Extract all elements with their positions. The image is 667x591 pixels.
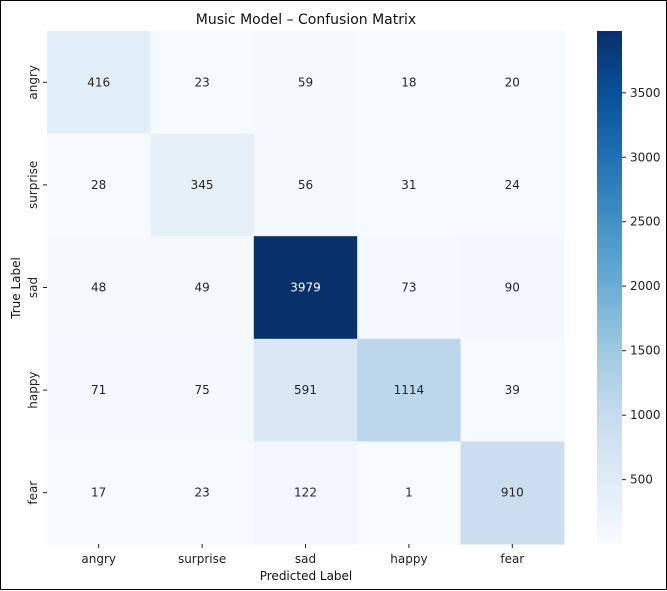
x-tick-label: fear	[500, 552, 524, 566]
colorbar-ticks: 500 1000 1500 2000 2500 3000 3500	[622, 86, 661, 487]
cell-value-label: 39	[505, 383, 520, 397]
cell-value-label: 345	[191, 178, 214, 192]
cell-value-label: 122	[294, 486, 317, 500]
y-tick-label: angry	[26, 65, 40, 100]
cell-value-label: 591	[294, 383, 317, 397]
heatmap-cell	[47, 133, 151, 237]
heatmap-cell	[47, 338, 151, 442]
heatmap-cell	[357, 31, 462, 135]
heatmap-cell	[460, 133, 565, 237]
heatmap-cell	[150, 236, 255, 340]
cell-value-label: 18	[401, 75, 416, 89]
cell-value-label: 1114	[394, 383, 425, 397]
heatmap-cell	[253, 133, 358, 237]
cell-value-label: 24	[505, 178, 520, 192]
heatmap-cell	[357, 133, 462, 237]
heatmap-cell	[47, 441, 151, 545]
cell-value-label: 73	[401, 281, 416, 295]
y-tick-label: happy	[26, 371, 40, 408]
heatmap-cell	[460, 338, 565, 442]
heatmap-cell	[47, 236, 151, 340]
y-axis-ticks: angry surprise sad happy fear	[26, 65, 47, 505]
cell-value-label: 1	[405, 486, 413, 500]
colorbar-tick-label: 3500	[630, 86, 661, 100]
cell-value-label: 23	[194, 75, 209, 89]
y-tick-label: fear	[26, 481, 40, 505]
cell-value-label: 59	[298, 75, 313, 89]
cell-value-label: 56	[298, 178, 313, 192]
x-tick-label: angry	[81, 552, 116, 566]
heatmap-cell	[460, 441, 565, 545]
heatmap-cell	[460, 31, 565, 135]
heatmap-cell	[150, 338, 255, 442]
colorbar-tick-label: 3000	[630, 150, 661, 164]
cell-value-label: 49	[194, 281, 209, 295]
colorbar-tick-label: 2000	[630, 279, 661, 293]
colorbar-tick-label: 1000	[630, 408, 661, 422]
colorbar-tick-label: 1500	[630, 344, 661, 358]
heatmap-cell	[253, 338, 358, 442]
cell-value-label: 23	[194, 486, 209, 500]
cell-value-label: 3979	[290, 281, 321, 295]
heatmap-cell	[357, 236, 462, 340]
y-axis-label: True Label	[9, 257, 23, 320]
heatmap-cell	[253, 441, 358, 545]
x-axis-ticks: angry surprise sad happy fear	[81, 544, 524, 566]
y-tick-label: surprise	[26, 161, 40, 209]
cell-value-label: 75	[194, 383, 209, 397]
heatmap-cell	[253, 31, 358, 135]
heatmap-cell	[253, 236, 358, 340]
heatmap-cells: 416 23 59 18 20 28 345 56 31 24 48 49 3979 73 90 71 75 59…	[47, 31, 565, 545]
chart-title: Music Model – Confusion Matrix	[196, 12, 416, 28]
heatmap-cell	[357, 441, 462, 545]
cell-value-label: 71	[91, 383, 106, 397]
colorbar	[597, 31, 622, 544]
heatmap-cell	[47, 31, 151, 135]
cell-value-label: 90	[505, 281, 520, 295]
cell-value-label: 48	[91, 281, 106, 295]
colorbar-tick-label: 2500	[630, 215, 661, 229]
cell-value-label: 28	[91, 178, 106, 192]
heatmap-cell	[460, 236, 565, 340]
cell-value-label: 31	[401, 178, 416, 192]
cell-value-label: 17	[91, 486, 106, 500]
colorbar-tick-label: 500	[630, 473, 653, 487]
heatmap-cell	[357, 338, 462, 442]
x-tick-label: surprise	[178, 552, 226, 566]
cell-value-label: 20	[505, 75, 520, 89]
y-tick-label: sad	[26, 277, 40, 298]
x-tick-label: happy	[390, 552, 427, 566]
cell-value-label: 416	[87, 75, 110, 89]
heatmap-cell	[150, 441, 255, 545]
x-tick-label: sad	[295, 552, 316, 566]
heatmap-cell	[150, 31, 255, 135]
heatmap-cell	[150, 133, 255, 237]
cell-value-label: 910	[501, 486, 524, 500]
x-axis-label: Predicted Label	[260, 569, 353, 583]
